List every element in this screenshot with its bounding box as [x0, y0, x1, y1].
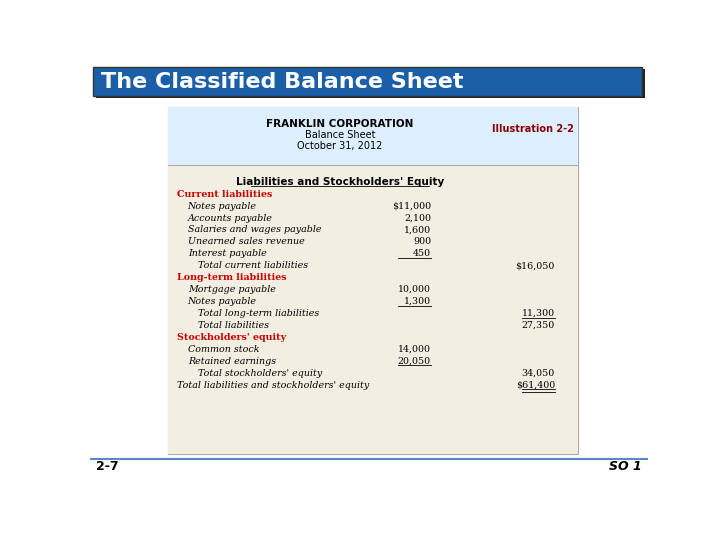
Text: Notes payable: Notes payable [188, 297, 256, 306]
Text: 450: 450 [413, 249, 431, 258]
Text: Current liabilities: Current liabilities [177, 190, 272, 199]
Text: 34,050: 34,050 [522, 369, 555, 377]
Text: Total long-term liabilities: Total long-term liabilities [199, 309, 320, 318]
Bar [93, 67, 642, 96]
Text: SO 1: SO 1 [609, 460, 642, 473]
Text: 10,000: 10,000 [398, 285, 431, 294]
Text: Total current liabilities: Total current liabilities [199, 261, 309, 270]
Text: Salaries and wages payable: Salaries and wages payable [188, 226, 321, 234]
Bar [168, 165, 578, 454]
Text: Accounts payable: Accounts payable [188, 213, 273, 222]
Text: Stockholders' equity: Stockholders' equity [177, 333, 286, 342]
Text: Liabilities and Stockholders' Equity: Liabilities and Stockholders' Equity [236, 177, 444, 187]
Bar [168, 107, 578, 165]
Bar [96, 69, 645, 98]
Text: Common stock: Common stock [188, 345, 259, 354]
Text: The Classified Balance Sheet: The Classified Balance Sheet [101, 72, 464, 92]
Text: 20,050: 20,050 [398, 357, 431, 366]
Text: Retained earnings: Retained earnings [188, 357, 276, 366]
Text: Total stockholders' equity: Total stockholders' equity [199, 369, 323, 377]
Text: 2,100: 2,100 [404, 213, 431, 222]
Text: FRANKLIN CORPORATION: FRANKLIN CORPORATION [266, 119, 414, 129]
Text: Total liabilities and stockholders' equity: Total liabilities and stockholders' equi… [177, 381, 369, 390]
Text: $11,000: $11,000 [392, 201, 431, 211]
Text: $16,050: $16,050 [516, 261, 555, 270]
Text: 2-7: 2-7 [96, 460, 119, 473]
Text: Notes payable: Notes payable [188, 201, 256, 211]
Text: 14,000: 14,000 [398, 345, 431, 354]
Text: 27,350: 27,350 [522, 321, 555, 330]
Text: Balance Sheet: Balance Sheet [305, 130, 375, 140]
Text: Illustration 2-2: Illustration 2-2 [492, 124, 574, 134]
Text: October 31, 2012: October 31, 2012 [297, 140, 383, 151]
Text: Mortgage payable: Mortgage payable [188, 285, 276, 294]
Bar [168, 107, 578, 454]
Text: 1,300: 1,300 [404, 297, 431, 306]
Text: Interest payable: Interest payable [188, 249, 266, 258]
Text: Total liabilities: Total liabilities [199, 321, 269, 330]
Text: 900: 900 [413, 238, 431, 246]
Text: Long-term liabilities: Long-term liabilities [177, 273, 287, 282]
Text: 11,300: 11,300 [522, 309, 555, 318]
Text: $61,400: $61,400 [516, 381, 555, 390]
Text: 1,600: 1,600 [404, 226, 431, 234]
Text: Unearned sales revenue: Unearned sales revenue [188, 238, 305, 246]
